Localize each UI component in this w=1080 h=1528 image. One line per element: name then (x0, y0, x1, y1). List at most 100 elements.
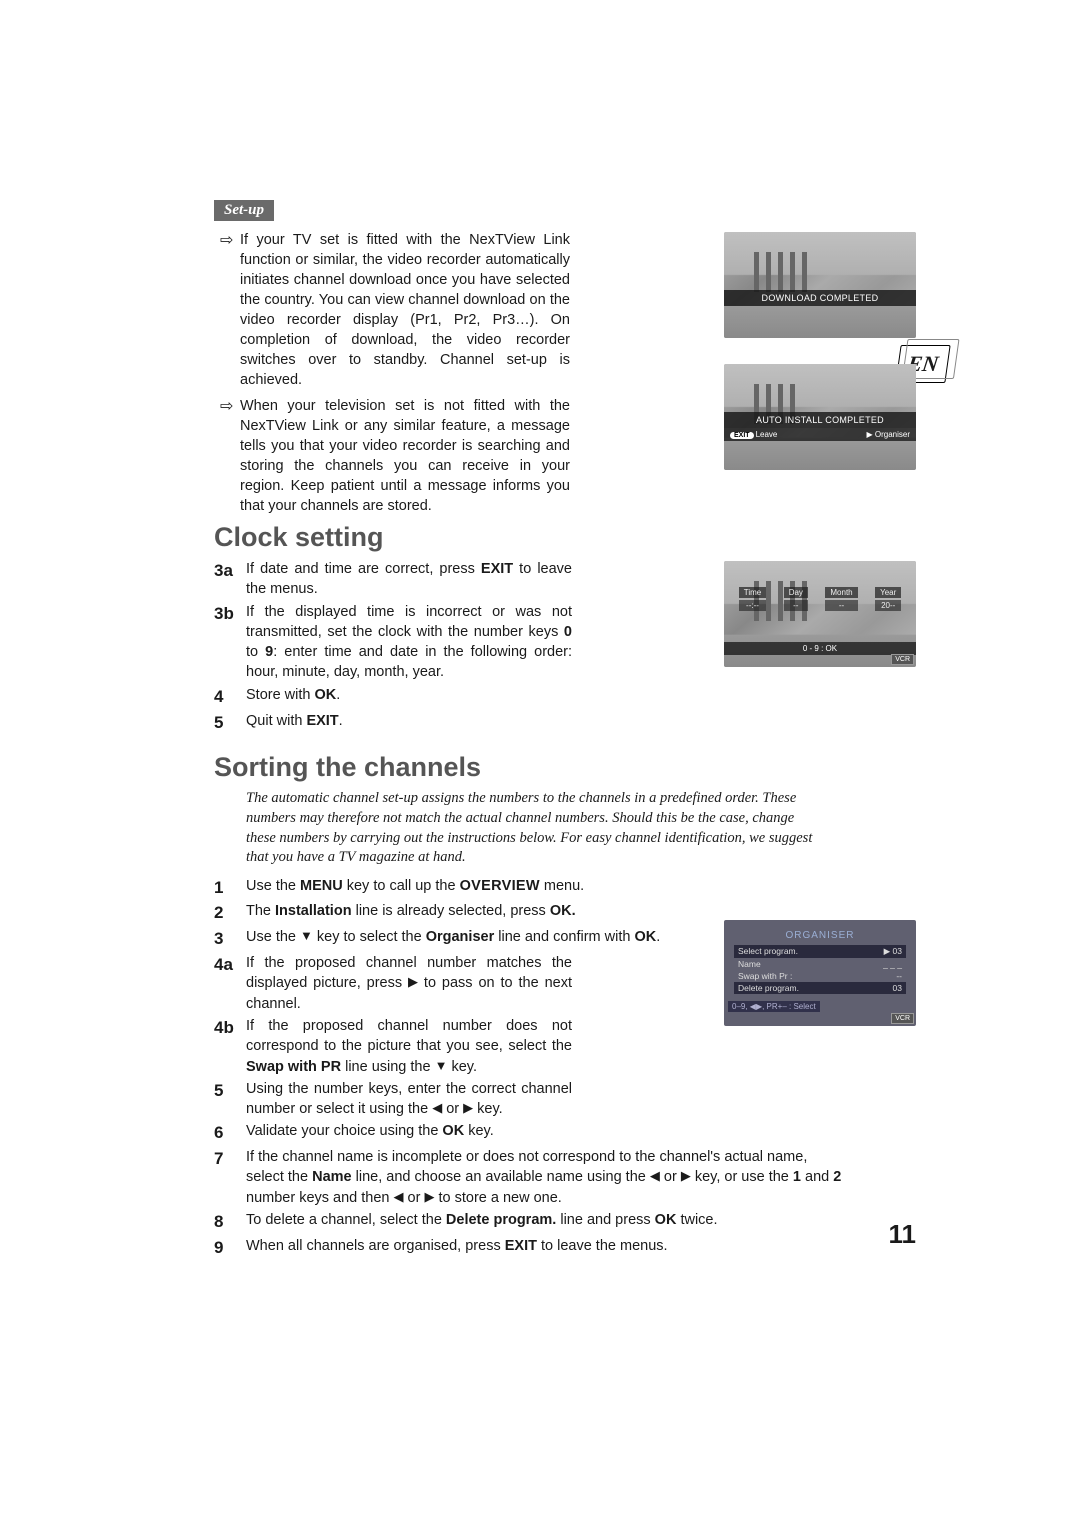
step-7: 7 If the channel name is incomplete or d… (214, 1147, 916, 1208)
step-5s: 5 Using the number keys, enter the corre… (214, 1079, 916, 1120)
screenshot-decor (754, 252, 807, 292)
screenshot-clock: Time --:-- Day -- Month -- Year 20-- 0 - 9 :… (724, 561, 916, 667)
right-triangle-icon: ▶ (463, 1099, 473, 1117)
org-row: Name _ _ _ (734, 958, 906, 970)
organiser-panel: ORGANISER Select program.▶ 03 Name_ _ _ … (734, 930, 906, 1004)
clock-field: Day -- (784, 587, 808, 611)
hint-bar: 0–9, ◀▶, PR+– : Select (728, 1001, 820, 1012)
heading-sorting: Sorting the channels (214, 752, 916, 783)
step-6: 6 Validate your choice using the OK key. (214, 1121, 916, 1145)
step-text: If the proposed channel number does not … (246, 1016, 572, 1077)
screenshot-bg (724, 232, 916, 338)
clock-val: -- (825, 600, 857, 611)
step-text: When all channels are organised, press E… (246, 1236, 916, 1260)
clock-fields: Time --:-- Day -- Month -- Year 20-- (724, 587, 916, 611)
clock-field: Year 20-- (875, 587, 901, 611)
step-text: Store with OK. (246, 685, 916, 709)
banner-text: AUTO INSTALL COMPLETED (724, 412, 916, 428)
step-num: 8 (214, 1210, 246, 1234)
page-number: 11 (889, 1219, 917, 1250)
clock-lbl: Time (739, 587, 766, 598)
step-text: If the proposed channel number matches t… (246, 953, 572, 1014)
intro-paragraph: ⇨ When your television set is not fitted… (240, 396, 570, 516)
step-text: Use the MENU key to call up the OVERVIEW… (246, 876, 916, 900)
left-triangle-icon: ◀ (432, 1099, 442, 1117)
step-num: 6 (214, 1121, 246, 1145)
step-num: 3b (214, 602, 246, 683)
step-5: 5 Quit with EXIT. (214, 711, 916, 735)
section-header: Set-up (214, 200, 274, 221)
left-triangle-icon: ◀ (394, 1188, 404, 1206)
step-num: 5 (214, 1079, 246, 1120)
org-value: _ _ _ (883, 959, 902, 969)
right-triangle-icon: ▶ (681, 1167, 691, 1185)
clock-val: 20-- (875, 600, 901, 611)
org-row: Delete program. 03 (734, 982, 906, 994)
clock-field: Month -- (825, 587, 857, 611)
step-num: 4a (214, 953, 246, 1014)
exit-option: EXITLeave (730, 430, 777, 439)
org-value: -- (896, 971, 902, 981)
heading-clock: Clock setting (214, 522, 916, 553)
page-container: Set-up EN DOWNLOAD COMPLETED AUTO INSTAL… (0, 0, 1080, 1528)
organiser-title: ORGANISER (734, 930, 906, 941)
step-text: If the displayed time is incorrect or wa… (246, 602, 572, 683)
step-text: If the channel name is incomplete or doe… (246, 1147, 844, 1208)
step-text: To delete a channel, select the Delete p… (246, 1210, 916, 1234)
org-row: Select program. ▶ 03 (734, 945, 906, 958)
step-text: Validate your choice using the OK key. (246, 1121, 916, 1145)
org-label: Name (738, 959, 761, 969)
step-num: 3a (214, 559, 246, 600)
org-label: Swap with Pr : (738, 971, 792, 981)
hint-bar: 0 - 9 : OK (724, 642, 916, 655)
clock-lbl: Month (825, 587, 857, 598)
organiser-option: ▶ Organiser (867, 430, 911, 439)
intro-text: When your television set is not fitted w… (240, 398, 570, 514)
step-1: 1 Use the MENU key to call up the OVERVI… (214, 876, 916, 900)
down-triangle-icon: ▼ (300, 927, 313, 945)
org-label: Delete program. (738, 983, 799, 993)
step-num: 3 (214, 927, 246, 951)
step-num: 4b (214, 1016, 246, 1077)
step-9: 9 When all channels are organised, press… (214, 1236, 916, 1260)
arrow-icon: ⇨ (220, 396, 233, 418)
step-text: If date and time are correct, press EXIT… (246, 559, 572, 600)
exit-pill: EXIT (730, 432, 754, 439)
org-label: Select program. (738, 946, 798, 957)
org-row: Swap with Pr : -- (734, 970, 906, 982)
step-4: 4 Store with OK. (214, 685, 916, 709)
banner-options: EXITLeave ▶ Organiser (724, 428, 916, 441)
screenshot-autoinstall: AUTO INSTALL COMPLETED EXITLeave ▶ Organ… (724, 364, 916, 470)
intro-block: ⇨ If your TV set is fitted with the NexT… (240, 230, 570, 516)
step-num: 7 (214, 1147, 246, 1208)
clock-field: Time --:-- (739, 587, 766, 611)
intro-text: If your TV set is fitted with the NexTVi… (240, 232, 570, 388)
step-num: 5 (214, 711, 246, 735)
screenshot-organiser: ORGANISER Select program.▶ 03 Name_ _ _ … (724, 920, 916, 1026)
organiser-label: Organiser (875, 430, 910, 439)
down-triangle-icon: ▼ (435, 1057, 448, 1075)
banner-text: DOWNLOAD COMPLETED (724, 290, 916, 306)
intro-paragraph: ⇨ If your TV set is fitted with the NexT… (240, 230, 570, 390)
arrow-icon: ⇨ (220, 230, 233, 252)
step-text: Quit with EXIT. (246, 711, 916, 735)
vcr-badge: VCR (891, 1013, 914, 1024)
step-text: Using the number keys, enter the correct… (246, 1079, 572, 1120)
step-num: 2 (214, 901, 246, 925)
clock-lbl: Year (875, 587, 901, 598)
sorting-intro: The automatic channel set-up assigns the… (246, 789, 826, 867)
step-num: 4 (214, 685, 246, 709)
left-triangle-icon: ◀ (650, 1167, 660, 1185)
org-value: 03 (893, 983, 902, 993)
step-num: 9 (214, 1236, 246, 1260)
vcr-badge: VCR (891, 654, 914, 665)
step-8: 8 To delete a channel, select the Delete… (214, 1210, 916, 1234)
leave-label: Leave (756, 430, 778, 439)
org-value: ▶ 03 (884, 946, 902, 957)
step-num: 1 (214, 876, 246, 900)
right-triangle-icon: ▶ (424, 1188, 434, 1206)
right-triangle-icon: ▶ (408, 973, 418, 991)
clock-lbl: Day (784, 587, 808, 598)
clock-val: -- (784, 600, 808, 611)
clock-val: --:-- (739, 600, 766, 611)
